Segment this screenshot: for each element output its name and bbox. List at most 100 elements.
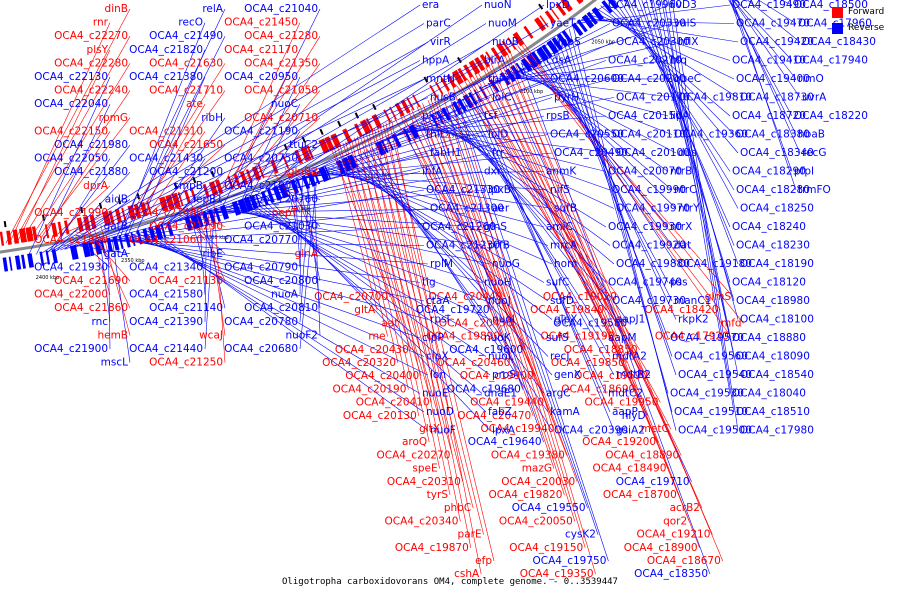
- gene-label: OCA4_c21900: [34, 343, 108, 355]
- connector-line: [430, 98, 555, 469]
- gene-label: OCA4_c19890: [426, 331, 500, 343]
- gene-label: OCA4_c18250: [740, 203, 814, 215]
- tick-label: 2050 kbp: [591, 40, 615, 46]
- gene-label: OCA4_c18040: [732, 388, 806, 400]
- gene-label: OCA4_c19950: [585, 397, 659, 409]
- gene-label: nifS: [550, 184, 570, 196]
- gene-label: OCA4_c19500: [678, 425, 752, 437]
- gene-label: nuoA: [271, 289, 299, 301]
- gene-label: gatB: [104, 221, 128, 233]
- connector-line: [371, 147, 553, 431]
- connector-line: [169, 60, 483, 225]
- gene-label: mfd: [721, 317, 742, 329]
- gene-label: OCA4_c20390: [554, 425, 628, 437]
- gene-label: OCA4_c22000: [34, 289, 108, 301]
- gene-label: OCA4_c19900: [460, 370, 534, 382]
- gene-label: OCA4_c20800: [244, 275, 318, 287]
- connector-line: [198, 171, 483, 216]
- gene-label: fabZ: [488, 406, 512, 418]
- gene-label: OCA4_c21650: [149, 139, 223, 151]
- tick-label: 2200 kbp: [367, 173, 391, 179]
- gene-label: OCA4_c19020: [543, 291, 617, 303]
- gene-label: valS: [674, 18, 697, 30]
- gene-label: OCA4_c21130: [149, 275, 223, 287]
- gene-label: OCA4_c19150: [509, 542, 583, 554]
- gene-label: OCA4_c21000: [224, 180, 298, 192]
- connector-line: [286, 78, 549, 185]
- connector-line: [111, 238, 131, 363]
- gene-label: rpsB: [546, 110, 570, 122]
- connector-line: [453, 103, 607, 339]
- gene-label: rnc: [91, 316, 108, 328]
- gene-label: OCA4_c21340: [129, 261, 203, 273]
- gene-label: OCA4_c18880: [732, 332, 806, 344]
- connector-line: [628, 0, 731, 228]
- gene-label: OCA4_c22240: [54, 85, 128, 97]
- gene-label: OCA4_c19870: [395, 542, 469, 554]
- gene-label: mazG: [522, 463, 552, 475]
- connector-line: [747, 0, 801, 43]
- gene-label: ttuC2: [289, 139, 318, 151]
- gene-label: OCA4_c19350: [520, 568, 594, 580]
- gene-label: OCA4_c19920: [612, 240, 686, 252]
- gene-label: sufC: [546, 277, 569, 289]
- gene-label: OCA4_c21140: [149, 302, 223, 314]
- connector-line: [100, 241, 111, 322]
- gene-label: OCA4_c20450: [439, 317, 513, 329]
- gene-label: glnS: [484, 221, 507, 233]
- connector-line: [649, 0, 739, 320]
- gene-label: OCA4_c19360: [674, 129, 748, 141]
- gene-label: cdsA: [546, 55, 572, 67]
- gene-label: rpsI: [430, 314, 450, 326]
- connector-line: [55, 60, 421, 252]
- label-connectors: [5, 0, 801, 575]
- gene-label: thiL: [426, 129, 446, 141]
- gene-label: ntrB: [670, 166, 692, 178]
- gene-label: OCA4_c20270: [377, 449, 451, 461]
- connector-line: [65, 97, 429, 250]
- gene-label: yaeT: [550, 18, 576, 30]
- gene-label: hlyD: [622, 410, 646, 422]
- genome-backbone: [0, 0, 598, 254]
- gene-label: nuoK: [484, 332, 512, 344]
- gene-label: OCA4_c19490: [732, 0, 806, 11]
- connector-line: [441, 92, 576, 522]
- connector-line: [419, 104, 534, 416]
- gene-label: rne: [368, 331, 385, 343]
- gene-label: OCA4_c19960: [608, 0, 682, 11]
- gene-label: OCA4_c22150: [34, 125, 108, 137]
- gene-label: dus: [678, 147, 697, 159]
- gene-label: genX: [554, 369, 581, 381]
- connector-line: [220, 22, 301, 192]
- gene-label: OCA4_c20170: [616, 92, 690, 104]
- connector-line: [732, 0, 797, 191]
- connector-line: [232, 63, 321, 188]
- gene-label: OCA4_c19560: [674, 351, 748, 363]
- gene-label: nuoB: [492, 36, 519, 48]
- connector-line: [258, 194, 487, 413]
- connector-line: [264, 158, 301, 194]
- connector-line: [107, 239, 111, 350]
- gene-label: OCA4_c18980: [736, 295, 810, 307]
- tick-marks: 2400 kbp 2350 kbp 2300 kbp 2250 kbp 2200 kbp…: [36, 40, 615, 282]
- gene-label: OCA4_c19550: [512, 502, 586, 514]
- connector-line: [330, 148, 391, 298]
- gene-label: OCA4_c20600: [550, 73, 624, 85]
- gene-label: mdtB2: [616, 369, 651, 381]
- gene-label: OCA4_c20780: [224, 316, 298, 328]
- gene-label: OCA4_c19410: [732, 55, 806, 67]
- gene-label: rnr: [93, 17, 109, 29]
- gene-label: OCA4_c22280: [54, 57, 128, 69]
- connector-line: [477, 71, 661, 403]
- connector-line: [532, 54, 673, 246]
- connector-line: [79, 152, 429, 247]
- connector-line: [123, 36, 226, 237]
- gene-label: OCA4_c21350: [244, 57, 318, 69]
- gene-label: plsY: [87, 44, 109, 56]
- gene-label: OCA4_c18700: [603, 489, 677, 501]
- gene-label: mntH: [426, 73, 455, 85]
- connector-line: [17, 49, 111, 242]
- gene-label: gsiA2: [616, 425, 645, 437]
- connector-line: [474, 91, 615, 431]
- gene-label: cysK2: [565, 529, 596, 541]
